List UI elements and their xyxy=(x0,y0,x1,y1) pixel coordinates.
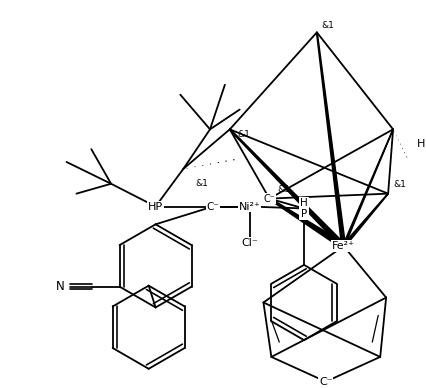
Text: H: H xyxy=(416,139,424,149)
Text: &1: &1 xyxy=(276,185,290,194)
Text: C⁻: C⁻ xyxy=(206,201,219,211)
Text: &1: &1 xyxy=(392,180,405,189)
Text: Ni²⁺: Ni²⁺ xyxy=(238,201,260,211)
Polygon shape xyxy=(342,194,387,247)
Text: N: N xyxy=(56,280,64,293)
Text: C⁻: C⁻ xyxy=(318,377,332,387)
Text: Fe²⁺: Fe²⁺ xyxy=(331,241,354,251)
Polygon shape xyxy=(342,129,392,246)
Text: Cl⁻: Cl⁻ xyxy=(241,238,257,248)
Text: &1: &1 xyxy=(237,130,250,139)
Polygon shape xyxy=(229,129,345,248)
Text: H
P: H P xyxy=(299,198,307,219)
Polygon shape xyxy=(268,198,344,249)
Text: &1: &1 xyxy=(195,179,207,188)
Text: &1: &1 xyxy=(321,21,334,30)
Text: C⁻: C⁻ xyxy=(263,194,275,204)
Polygon shape xyxy=(316,32,345,246)
Text: HP: HP xyxy=(148,201,163,211)
